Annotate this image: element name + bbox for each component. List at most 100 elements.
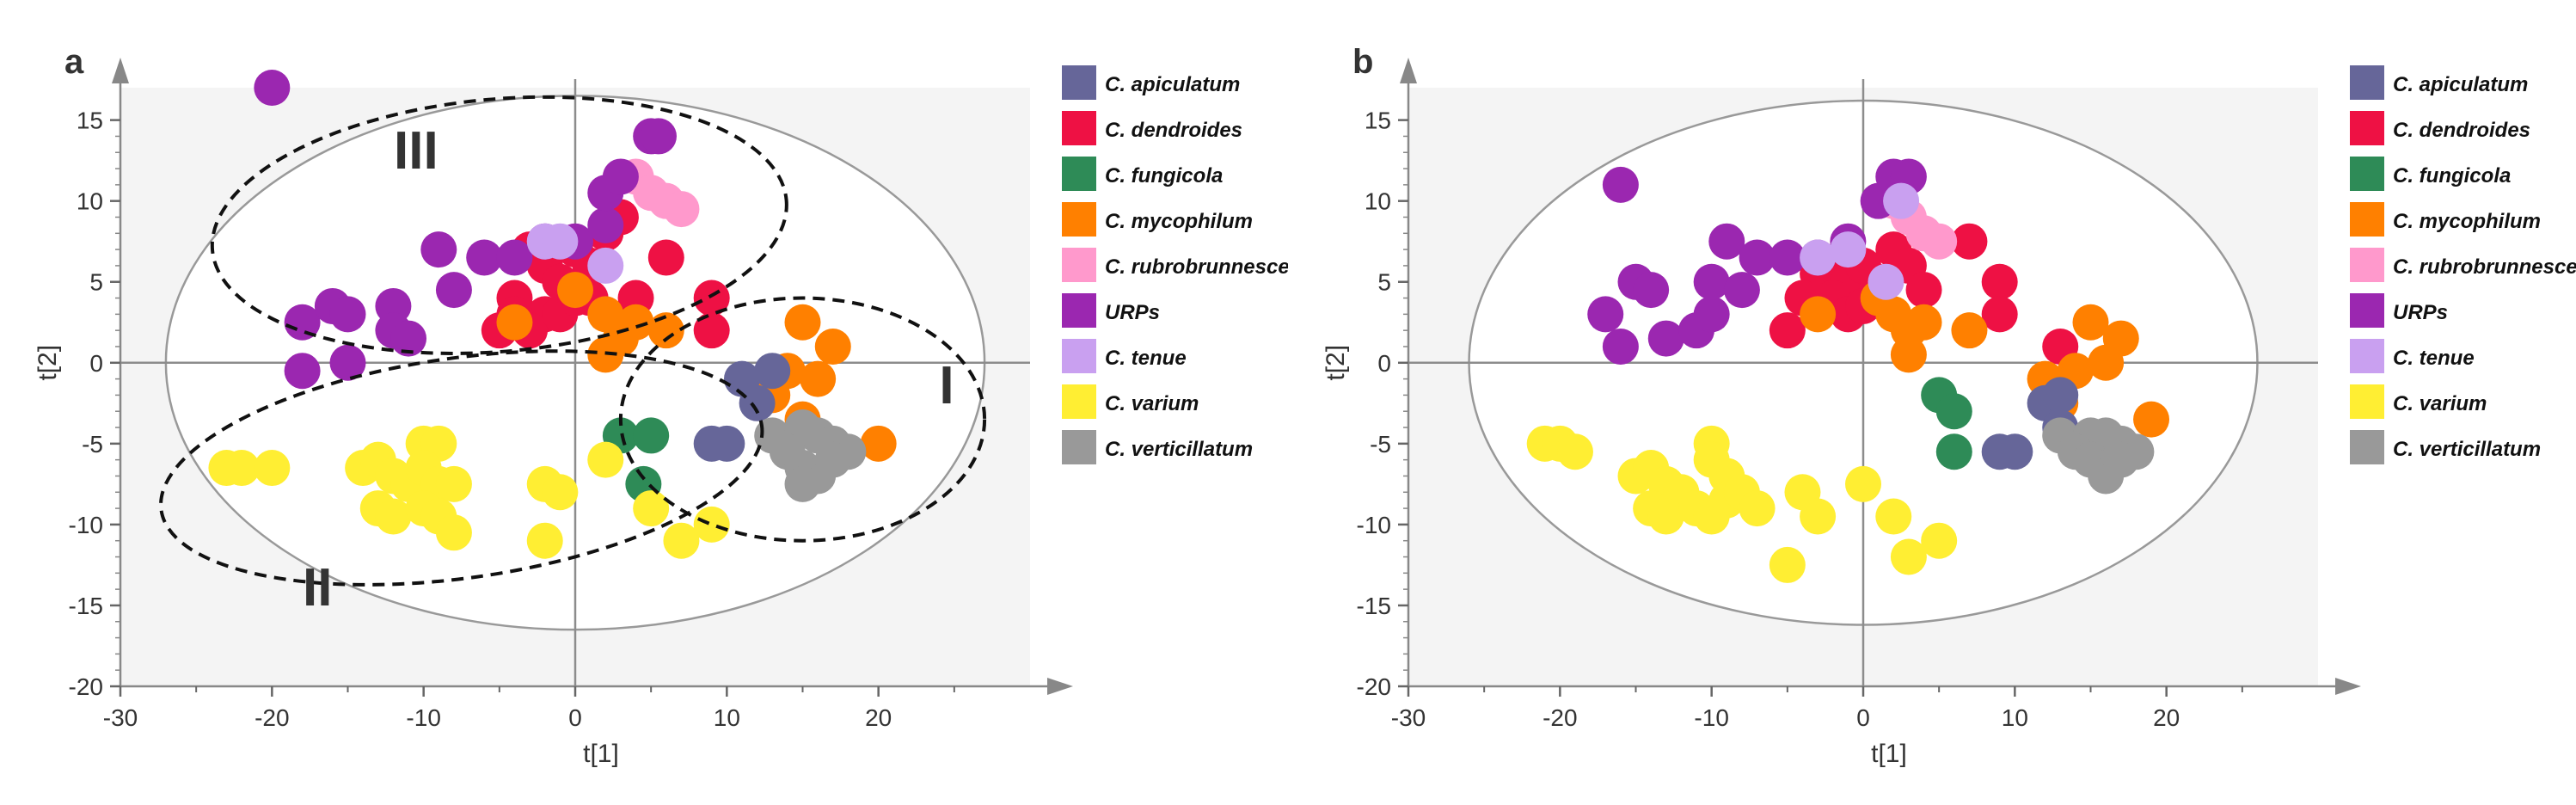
point-c-fungicola [1935, 433, 1972, 470]
point-c-varium [1800, 498, 1837, 535]
legend-label: C. verticillatum [1105, 438, 1253, 461]
x-tick-label: 20 [865, 704, 892, 731]
legend-label: C. varium [1105, 392, 1199, 415]
legend-label: C. apiculatum [2393, 73, 2528, 96]
point-c-mycophilum [784, 304, 821, 341]
legend-swatch [2350, 384, 2384, 419]
legend-swatch [2350, 339, 2384, 373]
point-c-varium [1556, 433, 1593, 470]
legend-swatch [1062, 248, 1096, 282]
point-urps [1739, 239, 1776, 276]
legend-label: C. verticillatum [2393, 438, 2541, 461]
x-axis-arrow [2335, 678, 2361, 695]
point-c-apiculatum [708, 425, 745, 462]
point-c-tenue [587, 247, 624, 284]
y-tick-label: -5 [1370, 431, 1391, 458]
point-c-mycophilum [496, 304, 533, 341]
point-c-dendroides [647, 239, 684, 276]
data-points [208, 70, 897, 559]
legend-label: URPs [1105, 301, 1160, 324]
legend: C. apiculatum C. dendroides C. fungicola C.… [1062, 65, 1288, 464]
legend-swatch [2350, 111, 2384, 145]
point-c-verticillatum [784, 465, 821, 502]
point-c-dendroides [693, 280, 730, 316]
point-urps [1587, 296, 1624, 333]
legend-label: C. tenue [2393, 347, 2475, 370]
y-tick-label: 0 [1377, 350, 1391, 377]
legend-swatch [2350, 293, 2384, 328]
point-c-varium [633, 490, 670, 527]
legend-label: C. rubrobrunnescens [1105, 255, 1288, 279]
point-c-varium [587, 441, 624, 478]
point-urps [1769, 239, 1806, 276]
legend-swatch [1062, 339, 1096, 373]
legend-label: C. fungicola [1105, 164, 1223, 187]
point-urps [587, 206, 624, 243]
x-tick-label: 20 [2153, 704, 2180, 731]
point-urps [466, 239, 503, 276]
point-c-dendroides [1981, 263, 2018, 300]
legend-swatch [1062, 430, 1096, 464]
point-c-dendroides [1951, 223, 1988, 260]
point-urps [329, 296, 366, 333]
point-c-fungicola [633, 417, 670, 454]
x-axis-title: t[1] [1871, 740, 1907, 768]
score-plot-a: a-30 -20 -10 0 10 20-20-15-10-5051015t[1]t[2]… [34, 43, 1288, 768]
x-tick-label: -10 [1694, 704, 1728, 731]
legend-swatch [2350, 65, 2384, 100]
point-c-varium [375, 498, 412, 535]
point-c-varium [542, 474, 579, 511]
point-c-mycophilum [800, 360, 837, 397]
legend-label: C. varium [2393, 392, 2487, 415]
cluster-label: III [394, 121, 439, 181]
point-c-verticillatum [814, 441, 851, 478]
x-tick-label: -20 [1543, 704, 1577, 731]
point-c-tenue [1830, 231, 1867, 268]
point-c-varium [1845, 465, 1881, 502]
point-urps [284, 353, 321, 390]
point-c-varium [435, 465, 472, 502]
y-axis-arrow [1400, 58, 1417, 83]
y-tick-label: -15 [69, 593, 103, 619]
point-c-dendroides [1769, 312, 1806, 349]
legend-label: URPs [2393, 301, 2448, 324]
point-urps [1693, 263, 1730, 300]
point-urps [602, 158, 639, 195]
point-c-mycophilum [860, 425, 897, 462]
point-c-mycophilum [617, 304, 654, 341]
point-c-tenue [1883, 182, 1920, 219]
point-c-tenue [1800, 239, 1837, 276]
point-c-tenue [1868, 263, 1904, 300]
y-tick-label: 15 [1365, 108, 1391, 134]
x-tick-label: -30 [1391, 704, 1426, 731]
legend-label: C. rubrobrunnescens [2393, 255, 2576, 279]
point-c-apiculatum [2042, 377, 2079, 414]
y-tick-label: 10 [77, 188, 103, 215]
y-axis-arrow [112, 58, 129, 83]
y-tick-label: -5 [82, 431, 103, 458]
legend-swatch [2350, 430, 2384, 464]
x-tick-label: -30 [103, 704, 138, 731]
cluster-ellipse-I [618, 296, 987, 543]
point-c-dendroides [1981, 296, 2018, 333]
legend-swatch [1062, 157, 1096, 191]
legend-swatch [1062, 111, 1096, 145]
data-points [1526, 158, 2170, 583]
cluster-ellipse-III [210, 95, 788, 355]
point-c-varium [1693, 498, 1730, 535]
legend-label: C. fungicola [2393, 164, 2511, 187]
y-tick-label: 0 [89, 350, 103, 377]
x-tick-label: -20 [255, 704, 289, 731]
point-urps [640, 118, 677, 155]
y-axis-title: t[2] [34, 345, 62, 381]
legend-swatch [1062, 65, 1096, 100]
y-tick-label: -20 [1357, 673, 1391, 700]
x-tick-label: 0 [568, 704, 582, 731]
point-urps [284, 304, 321, 341]
point-c-apiculatum [739, 384, 776, 421]
legend-swatch [1062, 202, 1096, 237]
x-tick-label: 0 [1856, 704, 1870, 731]
point-urps [1602, 328, 1639, 365]
x-axis-arrow [1047, 678, 1073, 695]
point-c-varium [1769, 546, 1806, 583]
